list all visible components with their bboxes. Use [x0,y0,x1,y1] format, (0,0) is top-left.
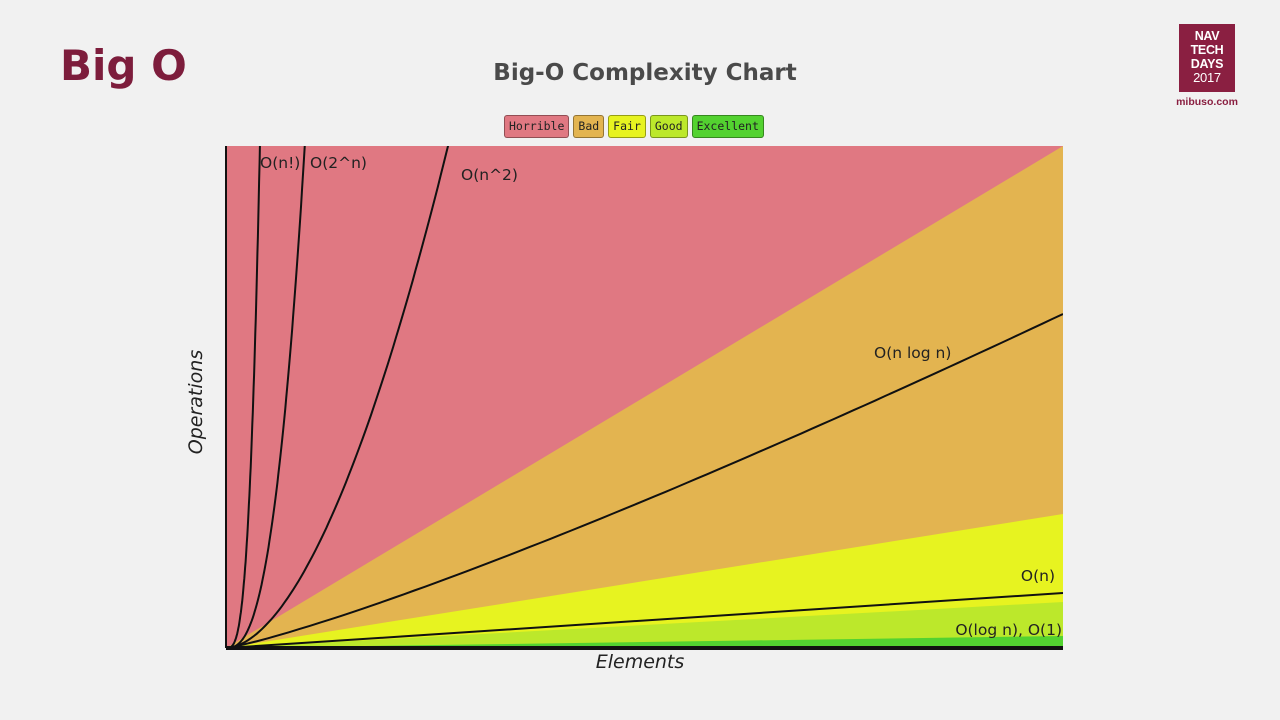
curve-label-log_const: O(log n), O(1) [955,621,1062,639]
curve-label-factorial: O(n!) [260,154,300,172]
curve-quadratic [226,146,450,648]
curve-linear [226,592,1063,648]
event-logo-badge: NAV TECH DAYS 2017 [1179,24,1235,92]
logo-website: mibuso.com [1176,96,1238,108]
logo-line: DAYS [1190,57,1224,71]
legend-good: Good [649,115,688,138]
legend-horrible: Horrible [504,115,570,138]
logo-line: TECH [1190,43,1224,57]
event-logo: NAV TECH DAYS 2017 mibuso.com [1173,24,1241,108]
chart-legend: Horrible Bad Fair Good Excellent [504,115,764,138]
legend-excellent: Excellent [691,115,764,138]
band-excellent [226,636,1063,648]
curve-label-quadratic: O(n^2) [461,166,518,184]
curve-label-linear: O(n) [1021,567,1055,585]
logo-line: NAV [1194,29,1220,43]
y-axis-label: Operations [185,349,207,455]
slide-title: Big O [60,41,187,90]
legend-fair: Fair [608,115,646,138]
chart-title: Big-O Complexity Chart [493,60,797,86]
curve-nlogn [226,313,1063,648]
curve-label-exponential: O(2^n) [310,154,367,172]
curve-exponential [226,146,306,648]
curve-label-nlogn: O(n log n) [874,344,951,362]
band-bad [226,146,1063,648]
band-good [226,602,1063,648]
logo-year: 2017 [1193,70,1221,85]
x-axis-label: Elements [595,651,685,673]
legend-bad: Bad [573,115,605,138]
